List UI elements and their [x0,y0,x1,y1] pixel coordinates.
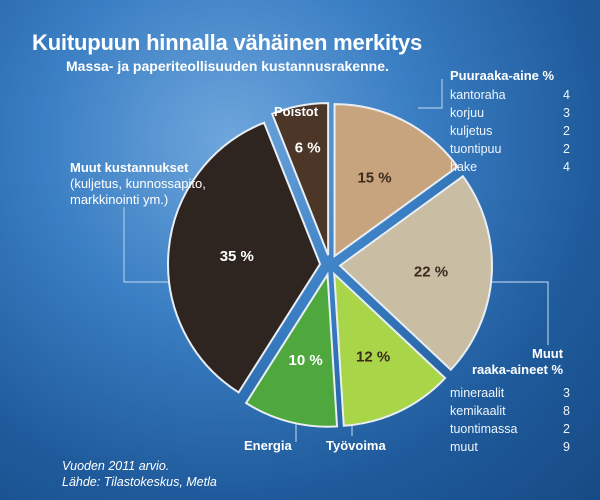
breakdown-name: kemikaalit [450,404,506,418]
breakdown-row: kuljetus 2 [450,122,570,140]
label-muut-raaka-aineet-2: raaka-aineet % [472,362,564,377]
pie-slice-energia [244,271,339,428]
breakdown-row: tuontimassa 2 [450,420,570,438]
breakdown-value: 4 [563,88,570,102]
breakdown-value: 8 [563,404,570,418]
breakdown-row: hake 4 [450,158,570,176]
leader-muut-raaka [468,281,549,345]
label-puuraaka-aine: Puuraaka-aine % [450,68,555,83]
source-line1: Vuoden 2011 arvio. [62,459,170,473]
slice-label-energia: 10 % [288,352,322,369]
breakdown-puuraaka-aine: kantoraha 4 korjuu 3 kuljetus 2 tuontipuu 2 … [450,86,570,176]
label-muut-kustannukset: Muut kustannukset [70,160,189,175]
pie-slice-puuraaka-aine [333,103,459,259]
breakdown-name: muut [450,440,478,454]
breakdown-value: 3 [563,386,570,400]
label-muut-kustannukset-note2: markkinointi ym.) [70,192,169,207]
breakdown-name: kuljetus [450,124,493,138]
breakdown-value: 9 [563,440,570,454]
breakdown-name: korjuu [450,106,485,120]
breakdown-row: kantoraha 4 [450,86,570,104]
label-tyovoima: Työvoima [326,438,386,453]
label-muut-kustannukset-note1: (kuljetus, kunnossapito, [70,176,206,191]
pie-slice-muut-kustannukset [167,121,322,394]
pie-slice-poistot [270,102,330,256]
breakdown-name: kantoraha [450,88,506,102]
breakdown-value: 4 [563,160,570,174]
label-energia: Energia [244,438,292,453]
breakdown-row: mineraalit 3 [450,384,570,402]
breakdown-name: hake [450,160,478,174]
slice-label-poistot: 6 % [295,140,321,157]
breakdown-value: 2 [563,124,570,138]
chart-source: Vuoden 2011 arvio. Lähde: Tilastokeskus,… [62,458,217,490]
leader-muut-kustannukset [123,207,172,283]
chart-title: Kuitupuun hinnalla vähäinen merkitys [32,30,423,55]
breakdown-name: mineraalit [450,386,505,400]
pie-slice-tyovoima [333,271,447,427]
breakdown-row: kemikaalit 8 [450,402,570,420]
breakdown-row: korjuu 3 [450,104,570,122]
source-line2: Lähde: Tilastokeskus, Metla [62,475,217,489]
breakdown-muut-raaka-aineet: mineraalit 3 kemikaalit 8 tuontimassa 2 muu… [450,384,570,456]
slice-label-puuraaka-aine: 15 % [357,170,391,187]
breakdown-value: 3 [563,106,570,120]
breakdown-row: tuontipuu 2 [450,140,570,158]
breakdown-value: 2 [563,142,570,156]
slice-label-tyovoima: 12 % [356,349,390,366]
breakdown-value: 2 [563,422,570,436]
slice-label-muut-raaka-aineet: 22 % [414,263,448,280]
slice-label-muut-kustannukset: 35 % [220,248,254,265]
pie-slice-muut-raaka-aineet [338,174,493,372]
breakdown-name: tuontipuu [450,142,502,156]
leader-puuraaka [418,79,443,109]
label-poistot: Poistot [274,104,319,119]
breakdown-name: tuontimassa [450,422,518,436]
breakdown-row: muut 9 [450,438,570,456]
chart-subtitle: Massa- ja paperiteollisuuden kustannusra… [66,58,389,74]
label-muut-raaka-aineet-1: Muut [532,346,564,361]
